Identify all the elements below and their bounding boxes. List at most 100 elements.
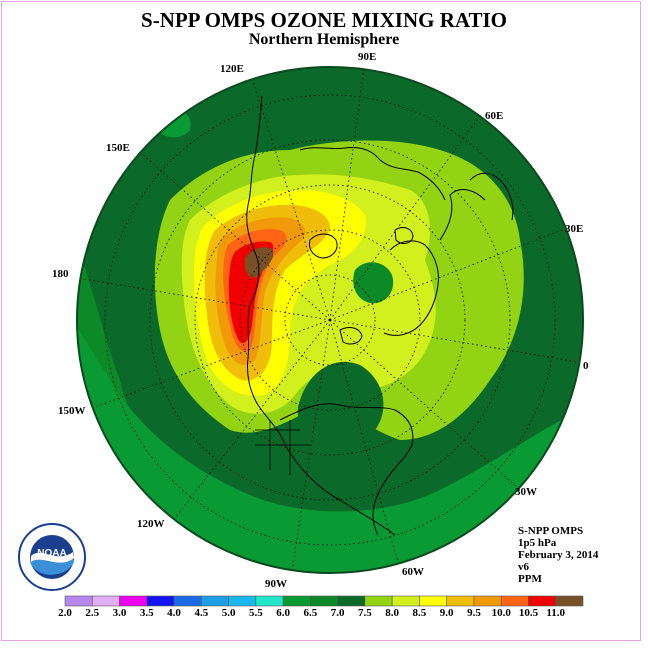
colorbar-swatch [282, 595, 311, 607]
colorbar-tick-label: 6.5 [303, 607, 318, 619]
colorbar-swatch [364, 595, 393, 607]
meridian-150w [91, 319, 331, 409]
colorbar-tick-label: 9.0 [439, 607, 454, 619]
lon-label-90w: 90W [265, 578, 287, 590]
lon-label-60e: 60E [485, 110, 504, 122]
figure-frame [1, 1, 641, 641]
island-3 [339, 327, 363, 345]
latitude-circle-2 [239, 229, 421, 411]
colorbar-tick-label: 4.5 [194, 607, 209, 619]
level-7-0-center [297, 361, 384, 450]
info-pressure: 1p5 hPa [518, 537, 557, 549]
colorbar-tick-label: 11.0 [546, 607, 566, 619]
colorbar-swatch [555, 595, 584, 607]
meridian-30e [329, 229, 563, 321]
info-version: v6 [518, 561, 529, 573]
info-units: PPM [518, 573, 542, 585]
meridian-90e [329, 67, 365, 321]
coastline-south [279, 403, 414, 536]
coastline-north [299, 147, 446, 201]
colorbar-swatch [173, 595, 202, 607]
colorbar-tick-label: 8.0 [385, 607, 400, 619]
info-instrument: S-NPP OMPS [518, 525, 584, 537]
lon-label-0: 0 [583, 360, 589, 372]
colorbar-tick-label: 2.5 [85, 607, 100, 619]
level-6-0-south [77, 300, 583, 573]
meridian-180 [77, 277, 331, 321]
meridian-120w [174, 319, 331, 519]
coastlines [246, 95, 514, 536]
coastline-scandinavia [439, 189, 486, 241]
colorbar-tick-label: 7.0 [330, 607, 345, 619]
meridian-150e [139, 151, 331, 321]
figure-title: S-NPP OMPS OZONE MIXING RATIO [141, 8, 507, 32]
colorbar-swatch [391, 595, 420, 607]
graticule [77, 67, 579, 573]
colorbar-swatch [201, 595, 229, 607]
logo-gull [31, 552, 74, 563]
island-2 [394, 227, 414, 244]
meridian-60w [329, 319, 401, 571]
colorbar-swatch [119, 595, 148, 607]
level-6-5-north [353, 262, 394, 304]
lon-label-150w: 150W [58, 405, 86, 417]
coastline-northeast [469, 172, 514, 221]
colorbar-swatch [64, 595, 93, 607]
colorbar-swatch [473, 595, 502, 607]
lon-label-180: 180 [52, 268, 69, 280]
coastline-greenland [383, 240, 439, 336]
colorbar-swatch [228, 595, 257, 607]
coastline-southwest [284, 444, 396, 536]
colorbar-tick-label: 10.5 [518, 607, 539, 619]
latitude-circle-5 [104, 94, 556, 546]
info-block: S-NPP OMPS 1p5 hPa February 3, 2014 v6 P… [518, 525, 598, 585]
colorbar-tick-label: 5.0 [221, 607, 236, 619]
lon-label-30e: 30E [565, 223, 584, 235]
coastline-west [246, 95, 286, 446]
colorbar-swatch [255, 595, 284, 607]
colorbar-swatch [528, 595, 557, 607]
colorbar-swatch [337, 595, 366, 607]
colorbar-swatch [419, 595, 447, 607]
logo-text: NOAA [37, 548, 66, 559]
level-11-0 [245, 247, 274, 278]
colorbar-tick-label: 5.5 [248, 607, 263, 619]
colorbar-tick-label: 3.0 [112, 607, 127, 619]
meridian-0 [329, 319, 579, 363]
lon-label-120e: 120E [220, 63, 244, 75]
colorbar-tick-label: 2.0 [58, 607, 72, 619]
colorbar-swatch [146, 595, 175, 607]
info-date: February 3, 2014 [518, 549, 599, 561]
colorbar-swatch [446, 595, 475, 607]
lon-label-120w: 120W [137, 518, 165, 530]
meridian-120e [251, 77, 331, 321]
figure-subtitle: Northern Hemisphere [248, 31, 400, 48]
colorbar-tick-label: 3.5 [139, 607, 154, 619]
lon-label-150e: 150E [106, 142, 130, 154]
meridian-60e [329, 115, 481, 321]
colorbar-swatch [91, 595, 120, 607]
meridian-90w [291, 319, 331, 573]
colorbar-swatch [310, 595, 338, 607]
colorbar-tick-label: 10.0 [491, 607, 511, 619]
lon-label-60w: 60W [402, 566, 424, 578]
lon-label-90e: 90E [358, 51, 377, 63]
colorbar-tick-label: 6.0 [276, 607, 290, 619]
latitude-circle-1 [284, 274, 376, 366]
latitude-circle-4 [149, 139, 511, 501]
noaa-logo: NOAA [18, 523, 86, 591]
latitude-circle-3 [194, 184, 466, 456]
colorbar-tick-label: 7.5 [358, 607, 372, 619]
colorbar-swatch [500, 595, 529, 607]
lon-label-30w: 30W [515, 486, 537, 498]
state-borders [255, 420, 310, 475]
colorbar-tick-label: 8.5 [412, 607, 427, 619]
colorbar-tick-label: 9.5 [467, 607, 481, 619]
meridian-30w [329, 319, 519, 489]
colorbar-tick-label: 4.0 [167, 607, 181, 619]
globe-outline [76, 66, 584, 574]
island-1 [309, 233, 338, 259]
